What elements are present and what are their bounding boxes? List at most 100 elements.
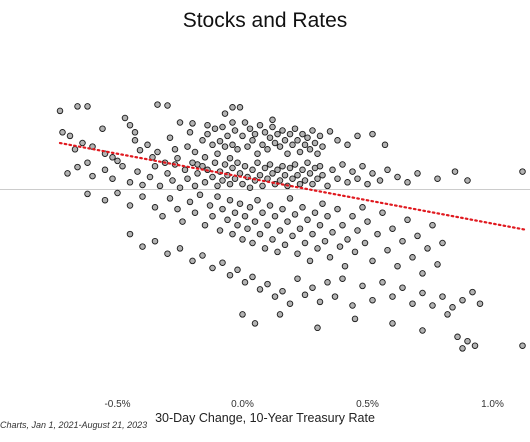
data-point xyxy=(309,284,316,291)
data-point xyxy=(241,212,249,220)
data-point xyxy=(154,101,161,108)
data-point xyxy=(314,150,321,157)
data-point xyxy=(319,171,326,179)
data-point xyxy=(199,137,206,144)
data-point xyxy=(334,175,341,182)
data-point xyxy=(369,170,376,177)
data-point xyxy=(301,239,309,247)
data-point xyxy=(176,245,184,252)
data-point xyxy=(109,175,116,182)
data-point xyxy=(271,139,279,147)
data-point xyxy=(469,288,476,296)
data-point xyxy=(84,103,91,110)
data-point xyxy=(284,218,291,225)
data-point xyxy=(409,254,416,261)
data-point xyxy=(381,141,389,149)
data-point xyxy=(236,170,244,177)
data-point xyxy=(304,134,311,141)
data-point xyxy=(306,146,314,153)
data-point xyxy=(289,141,296,149)
data-point xyxy=(151,162,159,170)
data-point xyxy=(219,123,226,131)
data-point xyxy=(246,125,254,132)
data-point xyxy=(224,216,231,224)
data-point xyxy=(74,103,81,110)
data-point xyxy=(354,132,361,140)
data-point xyxy=(156,182,164,190)
x-tick-label: 0.5% xyxy=(356,399,379,410)
data-point xyxy=(231,127,239,134)
data-point xyxy=(196,191,204,199)
data-point xyxy=(151,204,159,211)
data-point xyxy=(249,239,256,247)
data-point xyxy=(329,166,336,174)
data-point xyxy=(266,202,274,209)
data-point xyxy=(151,237,159,245)
data-point xyxy=(249,273,256,281)
data-point xyxy=(131,129,139,136)
data-point xyxy=(214,150,221,157)
data-point xyxy=(166,134,174,141)
data-point xyxy=(276,227,284,234)
data-point xyxy=(294,137,301,144)
data-point xyxy=(389,225,396,232)
data-point xyxy=(476,300,484,307)
data-point xyxy=(341,262,349,270)
data-point xyxy=(251,130,259,138)
data-point xyxy=(399,237,406,245)
data-point xyxy=(379,279,386,286)
data-point xyxy=(301,291,309,299)
data-point xyxy=(306,257,314,265)
data-point xyxy=(384,166,391,174)
data-point xyxy=(379,209,386,216)
data-point xyxy=(206,202,214,209)
data-point xyxy=(236,104,244,111)
data-point xyxy=(179,218,186,225)
data-point xyxy=(429,221,436,229)
data-point xyxy=(464,177,471,184)
data-point xyxy=(354,227,361,234)
data-point xyxy=(269,170,276,177)
data-point xyxy=(74,163,81,171)
data-point xyxy=(294,250,301,257)
data-point xyxy=(324,182,331,190)
data-point xyxy=(219,205,226,213)
data-point xyxy=(89,172,96,180)
data-point xyxy=(364,218,371,225)
data-point xyxy=(289,232,296,240)
data-point xyxy=(336,243,344,250)
data-point xyxy=(209,141,216,149)
data-point xyxy=(419,327,426,334)
data-point xyxy=(296,148,304,156)
data-point xyxy=(276,143,284,150)
data-point xyxy=(114,189,121,197)
data-point xyxy=(389,320,396,327)
data-point xyxy=(289,175,296,182)
data-point xyxy=(274,248,281,256)
data-point xyxy=(271,293,279,300)
data-point xyxy=(464,337,471,345)
data-point xyxy=(256,230,264,238)
data-point xyxy=(181,166,189,174)
data-point xyxy=(154,148,161,156)
data-point xyxy=(331,293,339,300)
data-point xyxy=(239,180,246,188)
data-point xyxy=(79,139,86,147)
data-point xyxy=(316,132,324,140)
data-point xyxy=(399,284,406,291)
data-point xyxy=(219,259,226,266)
data-point xyxy=(224,132,231,140)
data-point xyxy=(304,159,311,166)
data-point xyxy=(351,248,359,256)
data-point xyxy=(84,159,91,166)
data-point xyxy=(316,298,324,306)
data-point xyxy=(241,119,249,126)
data-point xyxy=(301,177,309,184)
data-point xyxy=(281,241,289,249)
data-point xyxy=(264,221,271,229)
data-point xyxy=(321,237,329,245)
data-point xyxy=(149,154,156,161)
data-point xyxy=(271,212,279,220)
data-point xyxy=(164,250,171,257)
data-point xyxy=(299,204,306,211)
